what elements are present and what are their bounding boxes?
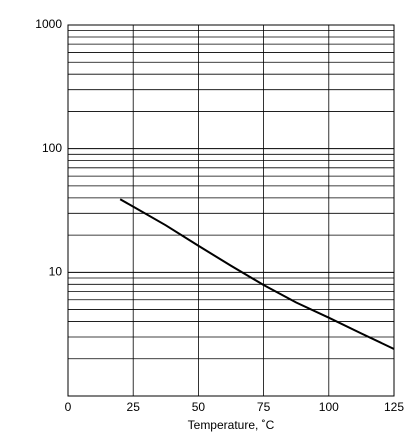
x-tick-label: 125: [384, 400, 404, 414]
x-tick-label: 100: [319, 400, 339, 414]
x-tick-label: 25: [127, 400, 141, 414]
y-tick-label: 100: [42, 141, 62, 155]
y-tick-label: 1000: [35, 17, 62, 31]
x-tick-label: 50: [192, 400, 206, 414]
x-tick-label: 75: [257, 400, 271, 414]
y-tick-label: 10: [49, 265, 63, 279]
data-line: [119, 198, 395, 350]
x-tick-label: 0: [65, 400, 72, 414]
x-axis-label: Temperature, ˚C: [188, 418, 275, 432]
plot-frame: [67, 24, 395, 397]
